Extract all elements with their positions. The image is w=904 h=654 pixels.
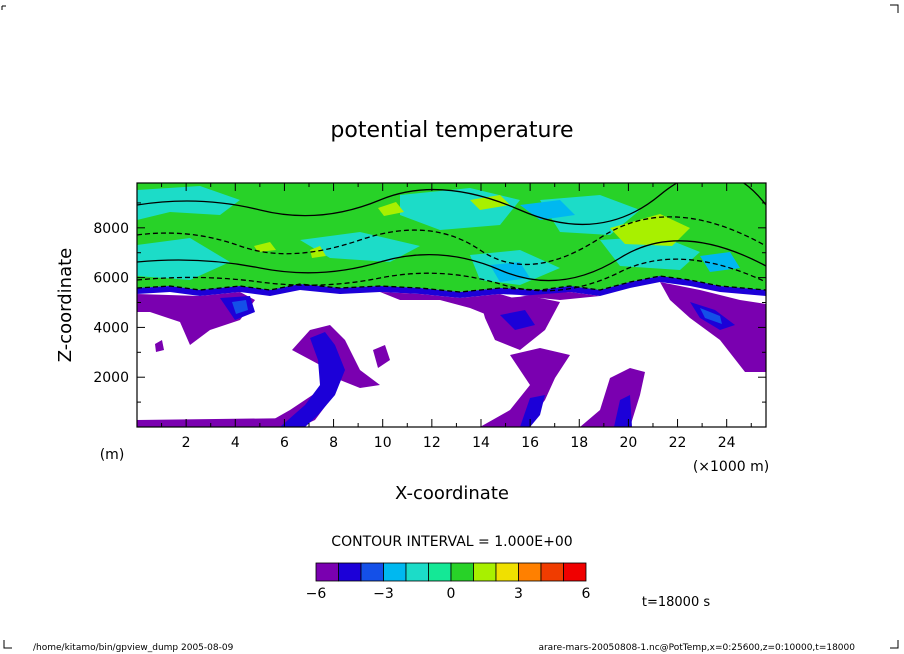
y-tick-label: 8000 xyxy=(93,221,129,237)
contour-region xyxy=(137,276,766,298)
contour-region xyxy=(610,214,690,246)
x-axis-title: X-coordinate xyxy=(395,483,509,504)
x-tick-label: 8 xyxy=(329,435,338,451)
x-tick-label: 20 xyxy=(619,435,637,451)
x-tick-label: 14 xyxy=(472,435,490,451)
x-tick-label: 22 xyxy=(669,435,687,451)
x-tick-label: 10 xyxy=(374,435,392,451)
colorbar-label: −3 xyxy=(373,586,394,602)
contour-region xyxy=(280,332,345,427)
y-unit-label: (m) xyxy=(100,447,125,463)
colorbar-label: −6 xyxy=(306,586,327,602)
colorbar-label: 0 xyxy=(447,586,456,602)
colorbar-bin xyxy=(383,562,407,582)
plot-frame xyxy=(136,182,767,428)
colorbar-bin xyxy=(315,562,339,582)
contour-region xyxy=(232,300,248,314)
contour-region xyxy=(310,246,326,258)
colorbar-label: 6 xyxy=(582,586,591,602)
colorbar-bin xyxy=(338,562,362,582)
contour-region xyxy=(300,232,420,262)
colorbar: −6 −3 0 3 6 xyxy=(306,562,591,602)
colorbar-bin xyxy=(495,562,519,582)
y-axis: 2000 4000 6000 8000 xyxy=(93,202,766,403)
contour-region xyxy=(373,345,390,368)
colorbar-bin xyxy=(563,562,587,582)
contour-region xyxy=(254,242,276,252)
x-axis: 2 4 6 8 10 12 14 16 18 20 22 24 xyxy=(161,183,752,451)
footer-left: /home/kitamo/bin/gpview_dump 2005-08-09 xyxy=(33,643,234,653)
contour-region xyxy=(480,348,570,427)
contour-region xyxy=(155,340,164,352)
x-tick-label: 12 xyxy=(423,435,441,451)
contour-region xyxy=(614,395,632,427)
x-tick-label: 6 xyxy=(280,435,289,451)
y-tick-label: 6000 xyxy=(93,271,129,287)
contour-region xyxy=(378,202,404,216)
x-tick-label: 2 xyxy=(182,435,191,451)
colorbar-label: 3 xyxy=(514,586,523,602)
colorbar-bin xyxy=(405,562,429,582)
contour-line xyxy=(137,240,766,282)
x-unit-label: (×1000 m) xyxy=(693,459,769,475)
contour-region xyxy=(700,252,740,272)
contour-region xyxy=(700,308,722,324)
contour-region xyxy=(520,292,600,300)
x-tick-label: 18 xyxy=(570,435,588,451)
crop-marks xyxy=(1,4,899,649)
contour-region xyxy=(600,236,700,270)
x-tick-label: 4 xyxy=(231,435,240,451)
contour-line xyxy=(137,216,766,266)
colorbar-bin xyxy=(518,562,542,582)
contour-region xyxy=(137,418,300,427)
y-axis-title: Z-coordinate xyxy=(55,248,76,363)
contour-fields xyxy=(137,183,766,427)
x-tick-label: 16 xyxy=(521,435,539,451)
time-label: t=18000 s xyxy=(642,595,710,610)
colorbar-bin xyxy=(428,562,452,582)
colorbar-bin xyxy=(360,562,384,582)
contour-region xyxy=(137,238,230,280)
y-tick-label: 2000 xyxy=(93,370,129,386)
chart-title: potential temperature xyxy=(330,118,573,143)
contour-region xyxy=(470,195,510,210)
contour-region xyxy=(500,310,535,330)
contour-region xyxy=(660,282,766,372)
y-tick-label: 4000 xyxy=(93,320,129,336)
colorbar-bin xyxy=(540,562,564,582)
x-tick-label: 24 xyxy=(718,435,736,451)
colorbar-bin xyxy=(473,562,497,582)
colorbar-bin xyxy=(450,562,474,582)
contour-line xyxy=(137,183,766,225)
footer-right: arare-mars-20050808-1.nc@PotTemp,x=0:256… xyxy=(538,643,855,653)
contour-line xyxy=(137,275,766,293)
contour-region xyxy=(137,186,240,220)
contour-region xyxy=(520,395,545,427)
contour-interval: CONTOUR INTERVAL = 1.000E+00 xyxy=(331,534,572,550)
